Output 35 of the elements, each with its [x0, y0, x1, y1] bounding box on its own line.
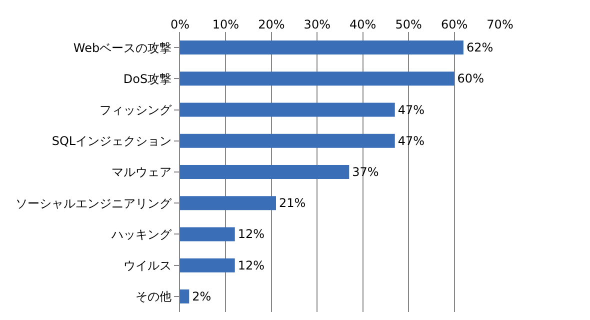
data-label: 62% — [466, 40, 494, 55]
data-label: 21% — [279, 196, 306, 210]
data-label: 12% — [238, 227, 265, 242]
bar — [180, 289, 190, 304]
data-label: 60% — [457, 72, 484, 86]
y-tick-label: Webベースの攻撃 — [73, 40, 172, 55]
y-tick-label: その他 — [136, 290, 172, 304]
x-tick-label: 50% — [395, 18, 422, 32]
y-tick-label: マルウェア — [112, 165, 172, 180]
bar — [180, 134, 395, 148]
x-tick-label: 0% — [170, 18, 190, 32]
x-tick-label: 20% — [258, 18, 285, 32]
data-label: 12% — [238, 258, 265, 272]
y-tick-label: フィッシング — [100, 102, 173, 117]
y-tick-label: SQLインジェクション — [52, 134, 172, 148]
x-tick-label: 60% — [440, 18, 468, 32]
bar — [180, 196, 276, 210]
bar — [180, 227, 235, 242]
bar — [180, 258, 235, 272]
data-label: 2% — [192, 289, 212, 304]
data-label: 47% — [398, 102, 425, 117]
x-tick-label: 30% — [304, 18, 330, 32]
y-tick-label: DoS攻撃 — [123, 72, 172, 86]
x-tick-label: 70% — [486, 18, 514, 32]
bar — [180, 165, 350, 179]
data-label: 37% — [352, 165, 379, 179]
data-label: 47% — [398, 134, 425, 148]
x-tick-label: 10% — [212, 18, 240, 32]
bar — [180, 40, 464, 55]
y-tick-label: ソーシャルエンジニアリング — [16, 196, 173, 210]
y-tick-label: ハッキング — [110, 227, 173, 242]
bar — [180, 102, 395, 117]
y-tick-label: ウイルス — [124, 258, 172, 273]
bar — [180, 72, 454, 86]
x-tick-label: 40% — [350, 18, 376, 32]
